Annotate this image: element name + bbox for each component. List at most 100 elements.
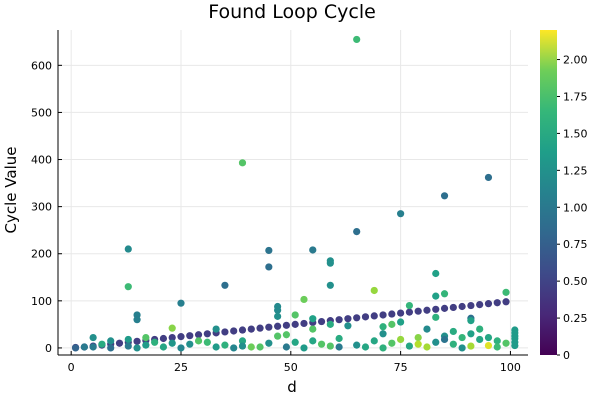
scatter-point bbox=[388, 310, 396, 318]
scatter-point bbox=[379, 323, 387, 331]
scatter-point bbox=[238, 159, 247, 167]
scatter-point bbox=[168, 339, 176, 347]
scatter-point bbox=[212, 343, 220, 351]
y-tick-label: 500 bbox=[31, 106, 52, 119]
scatter-point bbox=[326, 320, 334, 328]
scatter-point bbox=[309, 337, 317, 345]
scatter-point bbox=[177, 333, 185, 341]
scatter-point bbox=[432, 292, 440, 300]
scatter-point bbox=[177, 344, 185, 352]
scatter-point bbox=[221, 281, 229, 289]
scatter-point bbox=[265, 246, 273, 255]
chart-title: Found Loop Cycle bbox=[208, 1, 376, 23]
scatter-point bbox=[300, 319, 308, 328]
scatter-point bbox=[397, 318, 405, 326]
scatter-point bbox=[467, 301, 475, 310]
scatter-point bbox=[282, 343, 291, 351]
scatter-point bbox=[405, 342, 414, 350]
scatter-point bbox=[405, 301, 414, 310]
scatter-point bbox=[159, 334, 168, 343]
scatter-point bbox=[168, 333, 176, 342]
scatter-point bbox=[291, 338, 299, 346]
scatter-point bbox=[80, 343, 88, 351]
grid bbox=[58, 30, 528, 355]
y-tick-label: 400 bbox=[31, 154, 52, 167]
scatter-point bbox=[440, 304, 449, 312]
scatter-point bbox=[414, 333, 422, 342]
colorbar-tick-label: 1.50 bbox=[563, 127, 588, 140]
scatter-point bbox=[449, 303, 457, 312]
x-tick-label: 100 bbox=[500, 361, 521, 374]
scatter-point bbox=[449, 327, 457, 336]
scatter-point bbox=[379, 344, 387, 352]
scatter-point bbox=[317, 340, 326, 348]
scatter-point bbox=[309, 315, 317, 323]
scatter-point bbox=[194, 337, 203, 345]
scatter-point bbox=[71, 344, 80, 352]
scatter-point bbox=[247, 343, 255, 351]
data-points bbox=[71, 35, 519, 352]
scatter-point bbox=[423, 306, 431, 314]
scatter-point bbox=[467, 330, 475, 338]
scatter-point bbox=[203, 330, 211, 338]
scatter-point bbox=[467, 342, 475, 350]
x-tick-label: 0 bbox=[68, 361, 75, 374]
scatter-point bbox=[361, 343, 370, 351]
scatter-point bbox=[230, 327, 238, 335]
scatter-point bbox=[414, 307, 422, 315]
scatter-point bbox=[133, 316, 141, 324]
scatter-point bbox=[142, 341, 150, 349]
scatter-point bbox=[353, 227, 361, 236]
scatter-point bbox=[484, 173, 493, 182]
scatter-point bbox=[502, 339, 510, 347]
scatter-point bbox=[335, 334, 343, 343]
scatter-point bbox=[265, 323, 273, 331]
scatter-point bbox=[414, 340, 422, 348]
scatter-point bbox=[274, 332, 282, 340]
scatter-point bbox=[423, 325, 431, 333]
scatter-point bbox=[458, 302, 466, 311]
scatter-point bbox=[326, 259, 334, 267]
scatter-point bbox=[361, 313, 370, 321]
scatter-point bbox=[370, 337, 378, 345]
x-tick-label: 25 bbox=[174, 361, 188, 374]
scatter-point bbox=[432, 313, 440, 321]
scatter-point bbox=[238, 342, 247, 350]
scatter-point bbox=[458, 333, 466, 342]
scatter-point bbox=[151, 338, 159, 346]
scatter-point bbox=[317, 317, 326, 326]
scatter-point bbox=[300, 344, 308, 352]
scatter-point bbox=[353, 314, 361, 322]
scatter-point bbox=[89, 343, 97, 351]
scatter-point bbox=[159, 343, 168, 351]
colorbar-tick-label: 2.00 bbox=[563, 54, 588, 67]
scatter-point bbox=[274, 312, 282, 320]
scatter-point bbox=[124, 335, 132, 344]
scatter-point bbox=[484, 300, 493, 308]
scatter-point bbox=[484, 333, 493, 342]
scatter-point bbox=[107, 344, 115, 352]
scatter-point bbox=[423, 343, 431, 351]
scatter-point bbox=[194, 331, 203, 339]
scatter-point bbox=[388, 339, 396, 347]
scatter-point bbox=[344, 322, 352, 330]
scatter-point bbox=[309, 246, 317, 254]
scatter-point bbox=[89, 333, 97, 342]
y-tick-label: 300 bbox=[31, 201, 52, 214]
colorbar-tick-label: 0 bbox=[563, 349, 570, 362]
scatter-point bbox=[326, 342, 334, 350]
scatter-point bbox=[282, 331, 291, 339]
colorbar-tick-label: 0.75 bbox=[563, 238, 588, 251]
scatter-point bbox=[370, 286, 378, 295]
scatter-point bbox=[247, 325, 255, 333]
scatter-point bbox=[440, 290, 449, 298]
scatter-point bbox=[476, 335, 484, 344]
colorbar-tick-label: 0.25 bbox=[563, 312, 588, 325]
x-axis-label: d bbox=[287, 378, 297, 396]
x-tick-label: 50 bbox=[284, 361, 298, 374]
scatter-point bbox=[440, 335, 449, 344]
scatter-point bbox=[282, 321, 291, 329]
scatter-point bbox=[238, 337, 247, 345]
